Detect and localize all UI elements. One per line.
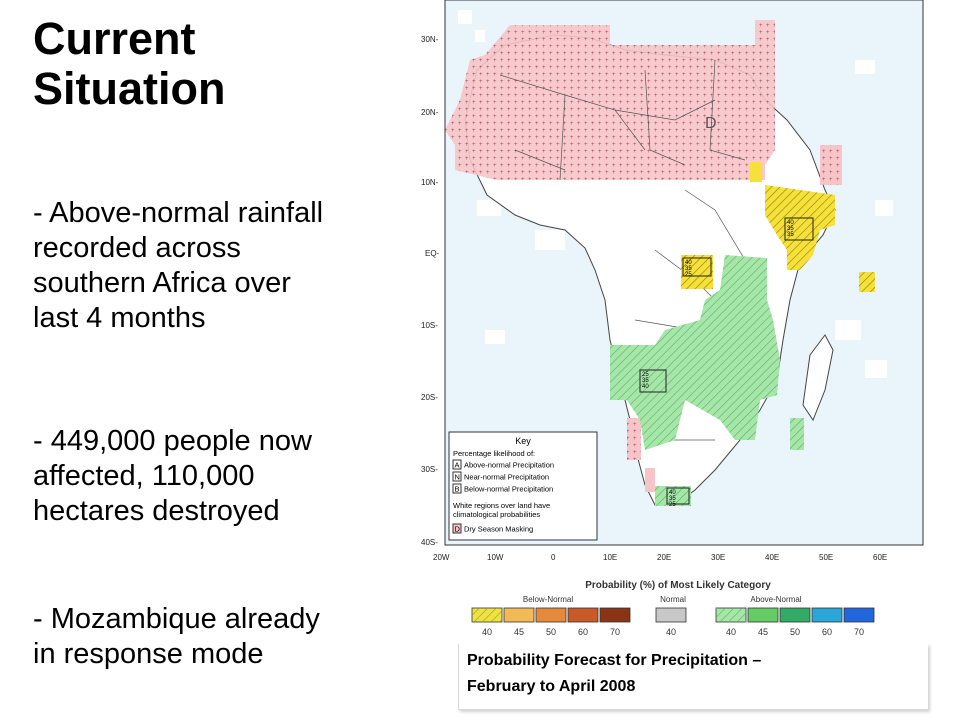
legend-tick-above: 45 [758,627,768,637]
svg-text:A: A [455,461,460,470]
legend-tick-above: 70 [854,627,864,637]
caption-line-1: Probability Forecast for Precipitation – [467,652,762,669]
legend-tick-above: 50 [790,627,800,637]
caption-line-2: February to April 2008 [467,678,636,695]
legend-normal-label: Normal [660,595,686,604]
legend-swatch-above [779,607,811,623]
svg-text:20W: 20W [433,553,450,562]
svg-text:EQ-: EQ- [425,249,440,258]
legend-tick-above: 40 [726,627,736,637]
legend-swatch-above [747,607,779,623]
legend-swatch-hatch [716,608,746,622]
key-title: Key [515,436,531,446]
map-caption: Probability Forecast for Precipitation –… [458,644,928,710]
legend-above-label: Above-Normal [750,595,801,604]
probability-legend: Probability (%) of Most Likely Category … [471,580,875,637]
key-white-note: climatological probabilities [453,510,540,519]
svg-text:20N-: 20N- [421,108,439,117]
legend-tick-below: 40 [482,627,492,637]
svg-text:20E: 20E [657,553,671,562]
bullet-line: - Above-normal rainfall [33,197,324,229]
svg-text:30N-: 30N- [421,35,439,44]
svg-text:30E: 30E [711,553,725,562]
central-africa-box [682,257,712,277]
slide-title: Current Situation [33,14,363,114]
legend-swatch-hatch [472,608,502,622]
legend-tick-normal: 40 [666,627,676,637]
svg-text:10S-: 10S- [421,321,438,330]
key-entry: Above-normal Precipitation [464,461,554,470]
bullet-line: - 449,000 people now [33,425,312,457]
legend-swatch-above [811,607,843,623]
madagascar [802,334,834,422]
svg-text:D: D [455,525,461,534]
svg-text:10W: 10W [487,553,504,562]
legend-below-label: Below-Normal [523,595,573,604]
legend-swatch-below [503,607,535,623]
legend-swatch-above [843,607,875,623]
svg-text:40E: 40E [765,553,779,562]
bullet-mozambique: - Mozambique already in response mode [33,602,413,672]
legend-swatch-below [567,607,599,623]
svg-text:B: B [455,485,460,494]
legend-swatch-below [535,607,567,623]
forecast-map: + [421,0,924,562]
bullet-line: hectares destroyed [33,495,280,527]
bullet-line: - Mozambique already [33,603,320,635]
above-normal-regions [610,255,804,506]
title-line-2: Situation [33,63,226,114]
map-key: Key Percentage likelihood of: A Above-no… [448,431,598,541]
legend-tick-below: 70 [610,627,620,637]
svg-text:0: 0 [551,553,556,562]
svg-text:10N-: 10N- [421,178,439,187]
title-line-1: Current [33,13,196,64]
bullet-line: last 4 months [33,302,206,334]
lon-labels: 20W 10W 0 10E 20E 30E 40E 50E 60E [433,553,887,562]
southern-africa-box [639,369,667,393]
svg-text:N: N [455,473,460,482]
legend-tick-below: 50 [546,627,556,637]
dry-mask-marker: D [705,115,717,132]
region-label: 40 35 25 [669,490,676,508]
key-entry: Near-normal Precipitation [464,473,549,482]
key-subtitle: Percentage likelihood of: [453,449,535,458]
svg-text:20S-: 20S- [421,393,438,402]
svg-text:10E: 10E [603,553,617,562]
svg-text:40S-: 40S- [421,538,438,547]
svg-text:30S-: 30S- [421,465,438,474]
legend-swatch-below [599,607,631,623]
svg-text:60E: 60E [873,553,887,562]
bullet-line: recorded across [33,232,241,264]
svg-text:50E: 50E [819,553,833,562]
bullet-line: southern Africa over [33,267,291,299]
east-africa-box [784,217,814,241]
bullet-rainfall: - Above-normal rainfall recorded across … [33,196,413,336]
legend-tick-below: 60 [578,627,588,637]
legend-title: Probability (%) of Most Likely Category [585,580,771,591]
south-coast-box [666,487,690,505]
key-entry: Dry Season Masking [464,525,533,534]
key-white-note: White regions over land have [453,501,550,510]
key-entry: Below-normal Precipitation [464,485,553,494]
legend-swatch-normal [655,607,687,623]
legend-tick-above: 60 [822,627,832,637]
region-label: 25 35 40 [642,372,649,390]
region-label: 40 35 35 [787,220,794,238]
bullet-line: affected, 110,000 [33,460,255,492]
lat-labels: 30N- 20N- 10N- EQ- 10S- 20S- 30S- 40S- [421,35,440,547]
dry-mask-region [445,20,842,492]
region-label: 40 35 25 [685,260,692,278]
bullet-affected: - 449,000 people now affected, 110,000 h… [33,424,413,529]
below-normal-regions [681,162,875,292]
bullet-line: in response mode [33,638,264,670]
legend-tick-below: 45 [514,627,524,637]
